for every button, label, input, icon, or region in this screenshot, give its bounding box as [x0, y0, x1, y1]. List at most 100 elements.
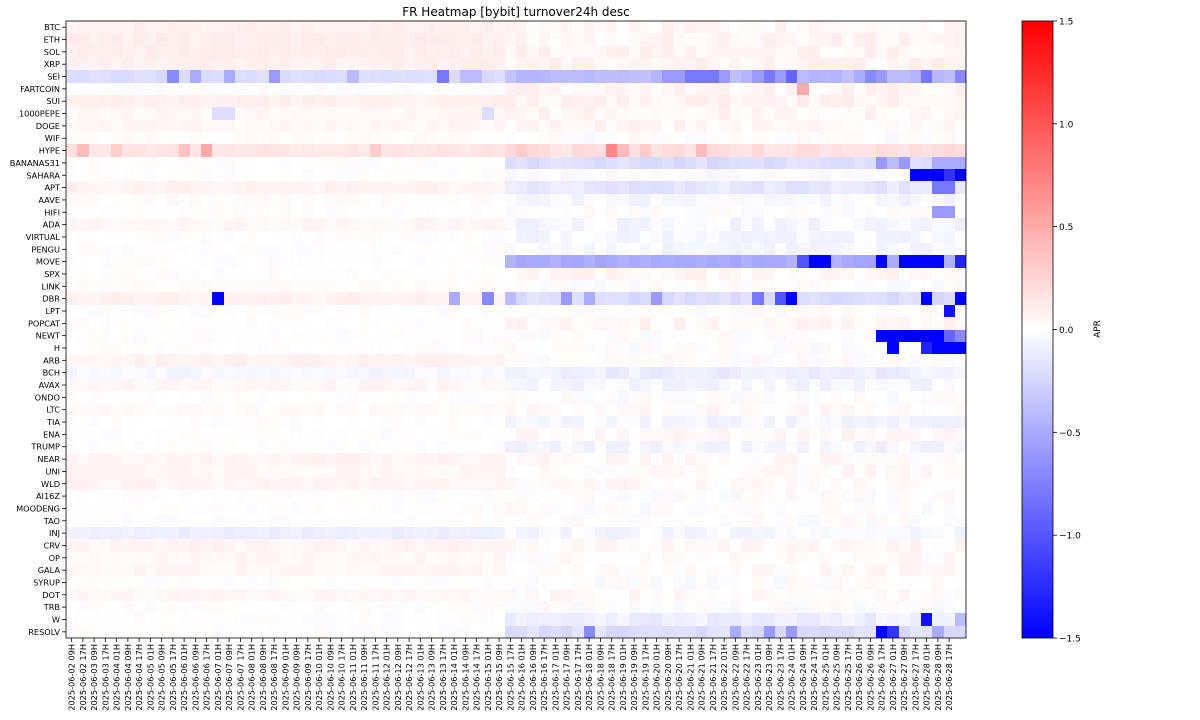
heatmap-cell — [505, 21, 516, 33]
heatmap-cell — [932, 564, 944, 576]
heatmap-cell — [212, 70, 224, 83]
heatmap-cell — [224, 95, 235, 107]
heatmap-cell — [719, 280, 730, 292]
heatmap-cell — [291, 292, 302, 305]
heatmap-cell — [707, 255, 719, 268]
heatmap-cell — [662, 157, 674, 169]
heatmap-cell — [820, 194, 831, 206]
heatmap-cell — [156, 441, 167, 453]
heatmap-cell — [629, 367, 640, 379]
heatmap-cell — [302, 552, 314, 564]
heatmap-cell — [404, 391, 415, 404]
heatmap-cell — [359, 539, 370, 552]
heatmap-cell — [235, 194, 246, 206]
heatmap-cell — [685, 465, 696, 478]
heatmap-cell — [246, 144, 257, 157]
heatmap-cell — [145, 404, 156, 416]
heatmap-cell — [437, 330, 449, 342]
heatmap-cell — [887, 465, 899, 478]
heatmap-cell — [786, 194, 797, 206]
heatmap-cell — [527, 527, 539, 539]
heatmap-cell — [527, 181, 539, 194]
heatmap-cell — [831, 33, 842, 46]
heatmap-cell — [561, 95, 572, 107]
heatmap-cell — [314, 527, 325, 539]
heatmap-cell — [404, 354, 415, 367]
heatmap-cell — [707, 502, 719, 515]
heatmap-cell — [145, 58, 156, 70]
heatmap-cell — [280, 268, 291, 280]
heatmap-cell — [66, 255, 77, 268]
heatmap-cell — [212, 613, 224, 626]
heatmap-cell — [786, 515, 797, 527]
heatmap-cell — [651, 181, 662, 194]
heatmap-cell — [100, 292, 111, 305]
heatmap-cell — [325, 539, 336, 552]
heatmap-cell — [944, 231, 955, 243]
heatmap-cell — [955, 194, 966, 206]
heatmap-cell — [449, 255, 460, 268]
heatmap-cell — [257, 552, 269, 564]
heatmap-cell — [212, 120, 224, 132]
heatmap-cell — [167, 280, 179, 292]
heatmap-cell — [89, 231, 100, 243]
heatmap-cell — [145, 367, 156, 379]
heatmap-cell — [280, 379, 291, 391]
heatmap-cell — [764, 354, 775, 367]
heatmap-cell — [89, 70, 100, 83]
heatmap-cell — [764, 478, 775, 490]
heatmap-cell — [865, 280, 876, 292]
heatmap-cell — [944, 465, 955, 478]
heatmap-cell — [606, 330, 617, 342]
heatmap-cell — [640, 626, 651, 638]
heatmap-cell — [809, 367, 820, 379]
heatmap-cell — [910, 502, 921, 515]
heatmap-cell — [246, 95, 257, 107]
heatmap-cell — [100, 613, 111, 626]
heatmap-cell — [235, 354, 246, 367]
heatmap-cell — [494, 428, 505, 441]
heatmap-cell — [505, 268, 516, 280]
heatmap-cell — [786, 404, 797, 416]
heatmap-cell — [77, 441, 89, 453]
heatmap-cell — [392, 169, 404, 181]
heatmap-cell — [381, 490, 392, 502]
heatmap-cell — [876, 231, 887, 243]
heatmap-cell — [831, 404, 842, 416]
heatmap-cell — [876, 83, 887, 95]
heatmap-cell — [842, 416, 854, 428]
heatmap-cell — [190, 157, 201, 169]
heatmap-cell — [280, 243, 291, 255]
heatmap-cell — [347, 367, 359, 379]
heatmap-cell — [359, 391, 370, 404]
heatmap-cell — [516, 601, 527, 613]
heatmap-cell — [415, 206, 426, 218]
heatmap-cell — [831, 317, 842, 330]
x-tick-label: 2025-06-16 01H — [517, 644, 527, 711]
heatmap-cell — [719, 33, 730, 46]
heatmap-cell — [314, 416, 325, 428]
heatmap-cell — [235, 58, 246, 70]
heatmap-cell — [640, 206, 651, 218]
heatmap-cell — [370, 132, 381, 144]
heatmap-cell — [516, 354, 527, 367]
heatmap-cell — [325, 379, 336, 391]
heatmap-cell — [910, 231, 921, 243]
heatmap-cell — [302, 268, 314, 280]
heatmap-cell — [190, 478, 201, 490]
heatmap-cell — [764, 231, 775, 243]
heatmap-cell — [460, 46, 471, 58]
heatmap-cell — [921, 626, 932, 638]
heatmap-cell — [449, 144, 460, 157]
heatmap-cell — [505, 465, 516, 478]
heatmap-cell — [381, 502, 392, 515]
heatmap-cell — [257, 268, 269, 280]
heatmap-cell — [201, 589, 212, 601]
heatmap-cell — [449, 107, 460, 120]
heatmap-cell — [910, 144, 921, 157]
heatmap-cell — [719, 367, 730, 379]
heatmap-cell — [572, 218, 584, 231]
heatmap-cell — [707, 157, 719, 169]
heatmap-cell — [719, 46, 730, 58]
heatmap-cell — [910, 132, 921, 144]
